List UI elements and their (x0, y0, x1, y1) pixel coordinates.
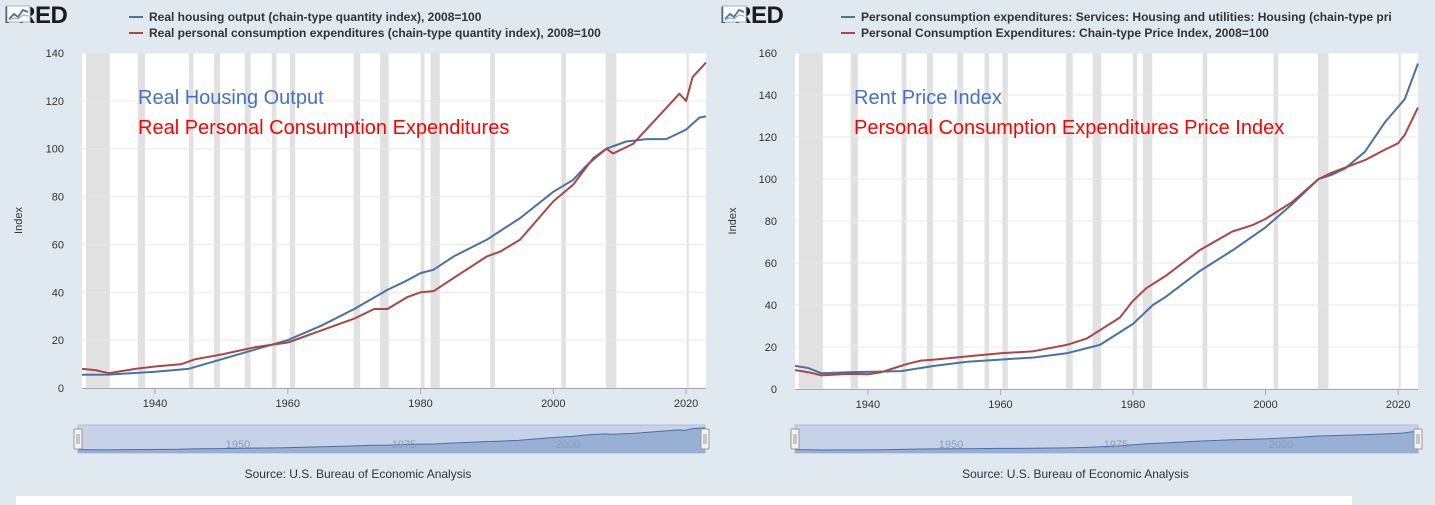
recession-band (137, 53, 146, 388)
y-tick-label: 80 (765, 216, 777, 228)
y-tick-label: 120 (46, 96, 64, 108)
plot-area (82, 53, 706, 388)
y-tick-label: 20 (765, 342, 777, 354)
y-axis-label: Index (727, 207, 739, 234)
navigator-label: 1950 (939, 439, 963, 451)
recession-band (244, 53, 251, 388)
annotation-red: Real Personal Consumption Expenditures (138, 117, 510, 139)
x-tick-label: 2000 (1253, 399, 1277, 411)
chart-legend: Personal consumption expenditures: Servi… (841, 9, 1433, 41)
y-tick-label: 120 (759, 132, 777, 144)
fred-chart-icon (6, 5, 31, 23)
x-tick-label: 2020 (1386, 399, 1410, 411)
series-line-red[interactable] (794, 107, 1419, 377)
recession-band (271, 53, 277, 388)
recession-band (289, 53, 296, 388)
legend-swatch-blue (129, 16, 143, 18)
y-tick-label: 100 (759, 174, 777, 186)
x-tick-label: 2000 (541, 398, 565, 410)
x-tick-label: 1960 (988, 399, 1012, 411)
source-note: Source: U.S. Bureau of Economic Analysis (962, 467, 1189, 481)
chart-panel-right: FRED Personal consumption expenditures: … (716, 0, 1435, 496)
legend-item[interactable]: Personal Consumption Expenditures: Chain… (841, 25, 1433, 41)
y-tick-label: 80 (52, 192, 64, 204)
annotation-text-block: Rent Price Index Personal Consumption Ex… (854, 83, 1284, 143)
navigator-handle-right[interactable] (700, 428, 710, 450)
navigator-label: 1975 (1104, 439, 1128, 451)
recession-band (380, 53, 389, 388)
fred-logo[interactable]: FRED (720, 4, 784, 28)
recession-band (353, 53, 361, 388)
page-bottom-strip (16, 496, 1352, 505)
legend-swatch-red (841, 32, 855, 34)
y-tick-label: 0 (771, 384, 777, 396)
navigator-label: 1975 (392, 439, 416, 451)
recession-band (420, 53, 425, 388)
x-tick-label: 1960 (276, 398, 300, 410)
navigator-area (78, 427, 705, 453)
recession-band (430, 53, 440, 388)
legend-swatch-blue (841, 16, 855, 18)
chart-legend: Real housing output (chain-type quantity… (129, 9, 714, 41)
legend-item[interactable]: Real personal consumption expenditures (… (129, 25, 714, 41)
annotation-blue: Real Housing Output (138, 87, 324, 109)
y-tick-label: 160 (759, 48, 777, 60)
legend-swatch-red (129, 32, 143, 34)
navigator-label: 1950 (226, 439, 250, 451)
x-tick-label: 1940 (856, 399, 880, 411)
legend-item[interactable]: Real housing output (chain-type quantity… (129, 9, 714, 25)
y-tick-label: 60 (52, 239, 64, 251)
x-tick-label: 2020 (674, 398, 698, 410)
line-chart-left[interactable]: 0 20 40 60 80 100 120 140 1940 1960 1980 2000 2020 In… (0, 0, 716, 496)
legend-label: Personal Consumption Expenditures: Chain… (861, 26, 1269, 40)
annotation-text-block: Real Housing Output Real Personal Consum… (138, 83, 509, 143)
y-tick-label: 100 (46, 144, 64, 156)
y-tick-label: 0 (58, 383, 64, 395)
annotation-red: Personal Consumption Expenditures Price … (854, 117, 1285, 139)
x-tick-label: 1980 (1121, 399, 1145, 411)
series-line-red[interactable] (81, 61, 707, 375)
navigator-area (795, 430, 1418, 453)
line-chart-right[interactable]: 0 20 40 60 80 100 120 140 160 1940 1960 1980 2000 202… (716, 0, 1435, 496)
y-tick-label: 40 (765, 300, 777, 312)
legend-item[interactable]: Personal consumption expenditures: Servi… (841, 9, 1433, 25)
navigator-handle-right[interactable] (1413, 428, 1423, 450)
x-tick-label: 1980 (408, 398, 432, 410)
navigator-line (794, 430, 1419, 451)
recession-band (490, 53, 495, 388)
navigator-label: 2000 (556, 439, 580, 451)
legend-label: Real personal consumption expenditures (… (149, 26, 601, 40)
annotation-blue: Rent Price Index (854, 87, 1002, 109)
y-axis-label: Index (13, 207, 25, 234)
recession-band (686, 53, 689, 388)
recession-band (188, 53, 194, 388)
legend-label: Personal consumption expenditures: Servi… (861, 10, 1392, 24)
navigator-handle-left[interactable] (790, 428, 800, 450)
series-line-blue[interactable] (81, 115, 707, 376)
navigator-line (77, 427, 706, 451)
recession-band (214, 53, 221, 388)
recession-band (85, 53, 110, 388)
y-tick-label: 40 (52, 287, 64, 299)
y-tick-label: 140 (46, 48, 64, 60)
fred-chart-icon (722, 5, 747, 23)
x-tick-label: 1940 (143, 398, 167, 410)
source-note: Source: U.S. Bureau of Economic Analysis (244, 467, 472, 481)
navigator-label: 2000 (1269, 439, 1293, 451)
recession-band (605, 53, 617, 388)
legend-label: Real housing output (chain-type quantity… (149, 10, 482, 24)
navigator-handle-left[interactable] (73, 428, 83, 450)
fred-logo[interactable]: FRED (4, 4, 68, 28)
recession-band (561, 53, 566, 388)
y-tick-label: 140 (759, 90, 777, 102)
chart-panel-left: FRED Real housing output (chain-type qua… (0, 0, 716, 496)
y-tick-label: 60 (765, 258, 777, 270)
y-tick-label: 20 (52, 335, 64, 347)
